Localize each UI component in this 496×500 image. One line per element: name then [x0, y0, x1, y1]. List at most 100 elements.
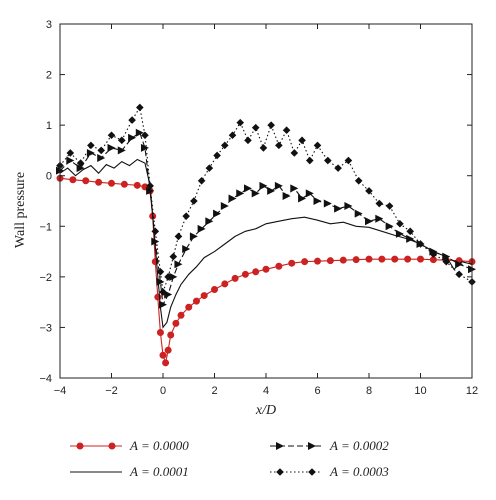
data-point: [66, 149, 75, 157]
data-point: [97, 154, 106, 163]
legend-swatch-marker: [308, 442, 316, 450]
data-point: [404, 255, 412, 263]
data-point: [200, 292, 208, 300]
data-point: [416, 240, 425, 248]
data-point: [164, 273, 172, 281]
data-point: [69, 176, 77, 184]
data-point: [290, 184, 299, 193]
data-point: [298, 194, 307, 203]
y-axis-label: Wall pressure: [13, 172, 28, 248]
data-point: [213, 151, 221, 160]
data-point: [189, 232, 198, 241]
series-1: [59, 158, 473, 329]
data-point: [190, 197, 198, 205]
data-point: [211, 286, 218, 293]
data-point: [301, 258, 309, 266]
data-point: [76, 159, 85, 167]
data-point: [174, 232, 183, 241]
data-point: [241, 270, 249, 278]
data-point: [365, 217, 373, 226]
data-point: [385, 202, 394, 210]
data-point: [282, 191, 291, 200]
data-point: [133, 181, 141, 189]
data-point: [262, 265, 270, 273]
data-point: [146, 182, 154, 190]
data-point: [406, 234, 415, 243]
data-point: [213, 209, 222, 218]
x-tick-label: 8: [366, 385, 372, 397]
data-point: [146, 186, 155, 195]
series-line: [59, 158, 473, 329]
y-tick-label: −1: [39, 221, 52, 233]
data-point: [326, 257, 334, 265]
data-point: [120, 180, 128, 188]
data-point: [298, 136, 306, 145]
data-point: [354, 209, 363, 218]
data-point: [156, 277, 165, 286]
data-point: [417, 255, 424, 263]
data-point: [182, 245, 191, 254]
legend-entry: A = 0.0002: [270, 438, 389, 453]
data-point: [197, 224, 206, 233]
data-point: [259, 144, 268, 152]
data-point: [244, 136, 252, 145]
data-point: [352, 256, 360, 264]
data-point: [275, 141, 283, 150]
x-tick-label: 0: [160, 385, 166, 397]
data-point: [128, 133, 137, 142]
data-point: [274, 181, 283, 190]
data-point: [108, 179, 115, 187]
data-point: [305, 189, 314, 198]
series-line: [59, 105, 473, 293]
data-point: [136, 103, 144, 112]
series-3: [56, 103, 476, 296]
data-point: [164, 346, 172, 354]
legend-swatch-marker: [276, 442, 284, 450]
data-point: [231, 274, 239, 282]
y-tick-label: −3: [39, 322, 52, 334]
data-point: [396, 219, 404, 228]
data-point: [169, 272, 178, 281]
data-point: [151, 237, 160, 246]
data-point: [442, 252, 451, 261]
data-point: [313, 197, 322, 205]
legend: A = 0.0000 A = 0.0001 A = 0.0002 A = 0.0003: [70, 438, 389, 479]
data-point: [455, 270, 463, 279]
plot-area: [56, 103, 476, 367]
data-point: [117, 146, 126, 155]
data-point: [66, 156, 75, 165]
data-point: [220, 202, 229, 211]
data-point: [76, 164, 85, 173]
y-tick-label: −2: [39, 272, 52, 284]
data-point: [169, 252, 178, 261]
data-point: [251, 189, 260, 198]
data-point: [228, 131, 237, 140]
data-point: [107, 143, 116, 152]
legend-label: A = 0.0000: [129, 438, 189, 453]
data-point: [378, 255, 386, 263]
data-point: [324, 156, 332, 165]
data-point: [282, 126, 291, 134]
data-point: [221, 141, 229, 150]
data-point: [406, 227, 414, 236]
data-point: [167, 331, 175, 339]
data-point: [228, 194, 237, 203]
legend-swatch-marker: [108, 442, 116, 450]
y-tick-label: 2: [46, 70, 52, 82]
data-point: [323, 199, 332, 208]
data-point: [391, 255, 399, 263]
data-point: [267, 121, 275, 129]
data-point: [344, 156, 353, 165]
data-point: [375, 199, 384, 208]
data-point: [288, 259, 296, 267]
data-point: [365, 255, 373, 263]
x-axis-label: x/D: [255, 403, 276, 418]
data-point: [429, 250, 438, 258]
data-point: [365, 187, 373, 195]
data-point: [275, 262, 283, 270]
data-point: [140, 143, 149, 152]
data-point: [442, 257, 451, 266]
data-point: [182, 212, 190, 220]
data-point: [375, 214, 384, 223]
y-tick-label: 1: [46, 120, 52, 132]
